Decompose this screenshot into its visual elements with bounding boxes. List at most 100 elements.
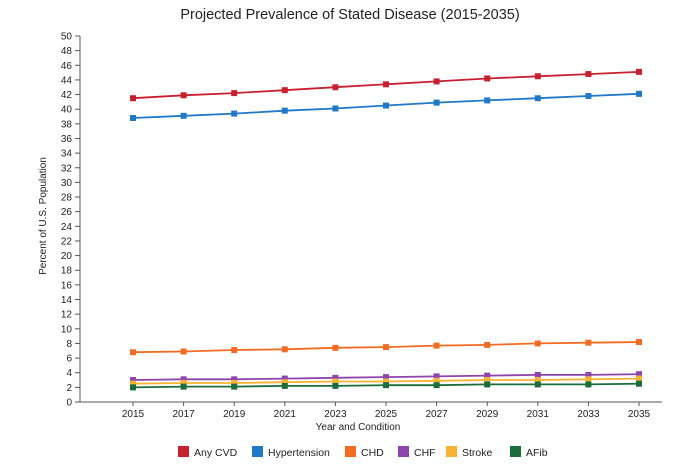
data-point: [433, 342, 440, 349]
y-tick-label: 46: [61, 61, 73, 72]
y-tick-label: 32: [61, 163, 73, 174]
y-tick-label: 48: [61, 46, 73, 57]
data-point: [281, 382, 288, 389]
data-point: [484, 381, 491, 388]
data-point: [130, 95, 136, 102]
y-tick-label: 22: [61, 236, 73, 247]
data-point: [332, 344, 339, 351]
x-tick-label: 2033: [577, 409, 600, 420]
data-point: [433, 78, 440, 85]
y-tick-label: 0: [66, 398, 72, 409]
data-point: [332, 374, 339, 381]
data-point: [484, 372, 491, 379]
series-afib: [130, 380, 642, 391]
data-point: [332, 84, 339, 91]
data-point: [180, 379, 187, 386]
data-point: [534, 95, 541, 102]
legend-item: Hypertension: [252, 446, 330, 459]
x-tick-label: 2021: [274, 409, 297, 420]
legend-label: Hypertension: [268, 447, 330, 459]
series-hypertension: [130, 90, 642, 121]
y-tick-label: 24: [61, 222, 73, 233]
x-tick-label: 2015: [122, 409, 145, 420]
data-point: [433, 373, 440, 380]
y-tick-label: 6: [66, 354, 72, 365]
x-tick-label: 2029: [476, 409, 499, 420]
y-tick-label: 8: [66, 339, 72, 350]
data-point: [383, 81, 389, 88]
data-point: [231, 110, 238, 117]
data-point: [433, 99, 440, 106]
data-point: [534, 73, 541, 80]
series-chf: [130, 371, 642, 384]
y-tick-label: 34: [61, 149, 73, 160]
x-tick-label: 2035: [628, 409, 651, 420]
data-point: [231, 379, 238, 386]
data-point: [636, 90, 642, 97]
y-axis: 0246810121416182022242628303234363840424…: [61, 32, 81, 409]
data-point: [130, 349, 136, 356]
legend-item: Any CVD: [178, 446, 238, 459]
y-tick-label: 10: [61, 324, 73, 335]
data-point: [636, 338, 642, 345]
data-point: [585, 339, 592, 346]
x-tick-label: 2017: [172, 409, 195, 420]
y-tick-label: 36: [61, 134, 73, 145]
data-point: [130, 384, 136, 391]
y-tick-label: 26: [61, 207, 73, 218]
data-point: [534, 377, 541, 384]
y-tick-label: 44: [61, 75, 73, 86]
legend-item: AFib: [510, 446, 548, 459]
legend-swatch: [345, 446, 356, 457]
y-tick-label: 2: [66, 383, 72, 394]
data-point: [383, 382, 389, 389]
legend-swatch: [178, 446, 189, 457]
data-point: [433, 382, 440, 389]
data-point: [383, 344, 389, 351]
legend-swatch: [510, 446, 521, 457]
data-point: [130, 377, 136, 384]
series-any-cvd: [130, 68, 642, 102]
plot-area: [130, 68, 642, 391]
y-tick-label: 30: [61, 178, 73, 189]
data-point: [484, 97, 491, 104]
legend-swatch: [446, 446, 457, 457]
data-point: [585, 381, 592, 388]
data-point: [180, 92, 187, 99]
legend-item: Stroke: [446, 446, 493, 459]
legend-label: Stroke: [462, 447, 493, 459]
x-tick-label: 2031: [527, 409, 550, 420]
data-point: [180, 383, 187, 390]
x-axis-label: Year and Condition: [316, 422, 401, 433]
data-point: [383, 102, 389, 109]
data-point: [383, 374, 389, 381]
legend-item: CHF: [398, 446, 436, 459]
y-tick-label: 14: [61, 295, 73, 306]
data-point: [231, 90, 238, 97]
data-point: [484, 341, 491, 348]
y-tick-label: 38: [61, 119, 73, 130]
x-axis: 2015 2017 2019 2021 2023 2025 2027 2029 2031 2033…: [80, 401, 662, 420]
data-point: [231, 376, 238, 383]
data-point: [332, 382, 339, 389]
y-tick-label: 28: [61, 193, 73, 204]
x-tick-label: 2025: [375, 409, 398, 420]
data-point: [281, 107, 288, 114]
x-tick-label: 2027: [425, 409, 448, 420]
data-point: [383, 378, 389, 385]
legend-label: CHF: [414, 447, 436, 459]
data-point: [585, 71, 592, 78]
y-axis-label: Percent of U.S. Population: [38, 157, 49, 275]
data-point: [585, 93, 592, 100]
y-tick-label: 42: [61, 90, 73, 101]
x-tick-label: 2023: [324, 409, 347, 420]
legend: Any CVD Hypertension CHD CHF Stroke AFib: [178, 446, 548, 459]
data-point: [281, 379, 288, 386]
y-tick-label: 40: [61, 105, 73, 116]
data-point: [180, 348, 187, 355]
data-point: [281, 375, 288, 382]
data-point: [636, 371, 642, 378]
data-point: [332, 378, 339, 385]
data-point: [180, 112, 187, 119]
data-point: [534, 371, 541, 378]
